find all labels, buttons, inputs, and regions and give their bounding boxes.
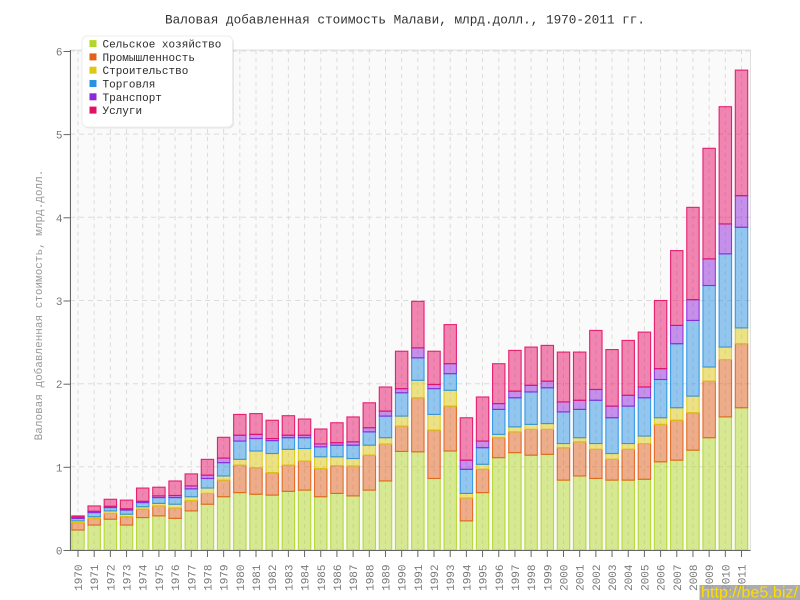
svg-text:Промышленность: Промышленность <box>103 53 195 65</box>
svg-text:Торговля: Торговля <box>103 80 156 92</box>
svg-text:1978: 1978 <box>203 565 215 591</box>
svg-text:1979: 1979 <box>220 565 232 591</box>
svg-text:2001: 2001 <box>576 564 588 591</box>
svg-text:1975: 1975 <box>155 565 167 591</box>
svg-text:0: 0 <box>56 547 63 559</box>
svg-text:2009: 2009 <box>705 565 717 591</box>
svg-text:1998: 1998 <box>527 565 539 591</box>
svg-text:Сельское хозяйство: Сельское хозяйство <box>103 40 222 52</box>
svg-text:1: 1 <box>56 463 63 475</box>
svg-text:1985: 1985 <box>317 565 329 591</box>
svg-text:1973: 1973 <box>123 565 135 591</box>
svg-text:1999: 1999 <box>543 565 555 591</box>
svg-text:1997: 1997 <box>511 565 523 591</box>
svg-text:1995: 1995 <box>479 565 491 591</box>
svg-text:1977: 1977 <box>187 565 199 591</box>
svg-text:2004: 2004 <box>624 564 636 591</box>
svg-text:2010: 2010 <box>721 565 733 591</box>
svg-text:Услуги: Услуги <box>103 106 143 118</box>
svg-text:2002: 2002 <box>592 565 604 591</box>
svg-text:1986: 1986 <box>333 565 345 591</box>
svg-text:Валовая добавленная стоимость: Валовая добавленная стоимость Малави, мл… <box>165 13 645 28</box>
svg-text:2008: 2008 <box>689 565 701 591</box>
svg-text:1974: 1974 <box>139 564 151 591</box>
svg-text:1970: 1970 <box>74 565 86 591</box>
svg-text:6: 6 <box>56 48 63 60</box>
svg-text:1992: 1992 <box>430 565 442 591</box>
svg-text:2003: 2003 <box>608 565 620 591</box>
svg-text:2000: 2000 <box>559 565 571 591</box>
svg-text:1982: 1982 <box>268 565 280 591</box>
svg-text:1994: 1994 <box>462 564 474 591</box>
svg-text:Валовая добавленная стоимость,: Валовая добавленная стоимость, млрд.долл… <box>33 170 46 441</box>
svg-text:1988: 1988 <box>365 565 377 591</box>
svg-text:1989: 1989 <box>381 565 393 591</box>
svg-text:1987: 1987 <box>349 565 361 591</box>
svg-text:3: 3 <box>56 297 63 309</box>
svg-text:Транспорт: Транспорт <box>103 93 162 105</box>
svg-text:4: 4 <box>56 214 63 226</box>
svg-text:2011: 2011 <box>738 564 750 591</box>
svg-text:2: 2 <box>56 380 63 392</box>
svg-text:5: 5 <box>56 131 63 143</box>
svg-text:Строительство: Строительство <box>103 66 189 78</box>
svg-text:1984: 1984 <box>301 564 313 591</box>
svg-text:2006: 2006 <box>657 565 669 591</box>
svg-text:1980: 1980 <box>236 565 248 591</box>
svg-text:1976: 1976 <box>171 565 183 591</box>
svg-text:1983: 1983 <box>284 565 296 591</box>
svg-text:1972: 1972 <box>106 565 118 591</box>
svg-text:1993: 1993 <box>446 565 458 591</box>
svg-text:http://be5.biz/: http://be5.biz/ <box>701 585 799 600</box>
svg-text:1981: 1981 <box>252 564 264 591</box>
svg-text:1991: 1991 <box>414 564 426 591</box>
svg-text:1990: 1990 <box>398 565 410 591</box>
svg-text:1996: 1996 <box>495 565 507 591</box>
svg-text:1971: 1971 <box>90 564 102 591</box>
svg-text:2007: 2007 <box>673 565 685 591</box>
svg-text:2005: 2005 <box>640 565 652 591</box>
